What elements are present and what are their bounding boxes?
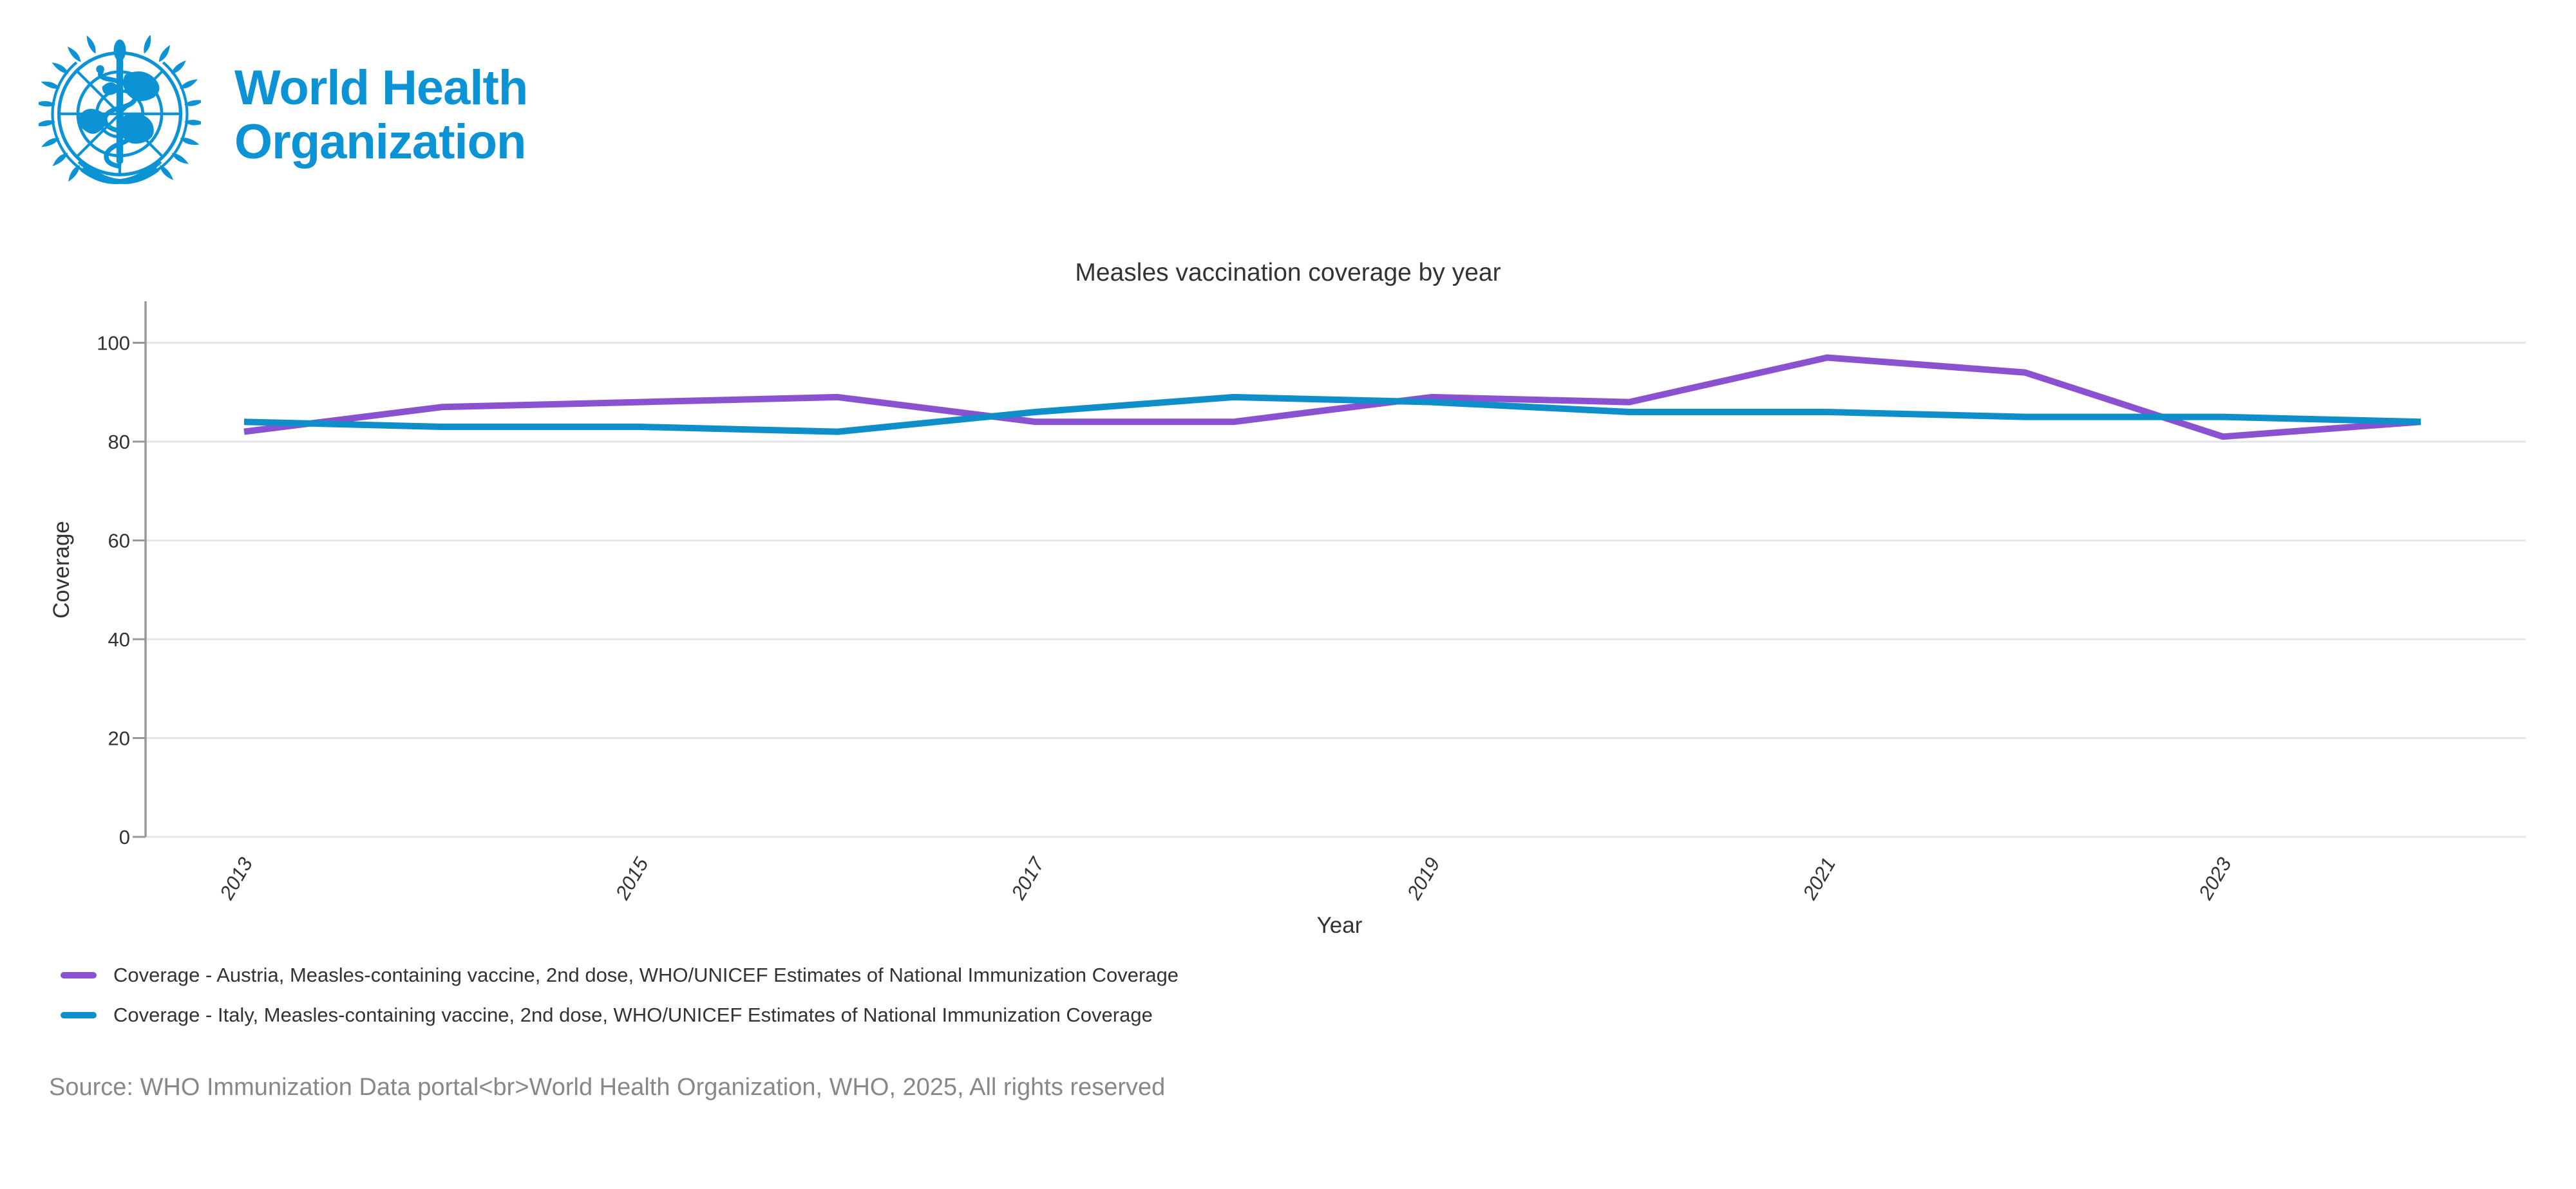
x-axis-title: Year <box>1316 913 1363 938</box>
chart-title: Measles vaccination coverage by year <box>1075 259 1501 286</box>
legend-swatch-austria <box>61 972 97 978</box>
wreath-leaf <box>86 35 96 54</box>
wreath-leaf <box>144 35 151 54</box>
legend-label-austria: Coverage - Austria, Measles-containing v… <box>113 964 1179 986</box>
x-tick-label: 2013 <box>215 854 257 904</box>
wreath-leaf <box>184 120 201 126</box>
y-tick-label: 80 <box>108 431 130 453</box>
wreath-leaf <box>68 165 80 182</box>
who-wordmark: World Health Organization <box>234 61 528 169</box>
wreath-leaf <box>52 153 68 167</box>
legend-swatch-italy <box>61 1012 97 1018</box>
x-tick-label: 2021 <box>1798 854 1840 904</box>
y-axis-title: Coverage <box>49 521 74 619</box>
legend-item-italy[interactable]: Coverage - Italy, Measles-containing vac… <box>61 995 1179 1035</box>
y-tick-label: 100 <box>97 332 130 355</box>
x-tick-label: 2019 <box>1402 854 1444 904</box>
wreath-leaf <box>158 44 170 62</box>
wreath-leaf <box>160 165 174 180</box>
x-tick-label: 2023 <box>2193 854 2235 904</box>
legend-item-austria[interactable]: Coverage - Austria, Measles-containing v… <box>61 955 1179 995</box>
series-line-italy[interactable] <box>243 393 2421 435</box>
wreath-leaf <box>171 60 186 74</box>
legend-label-italy: Coverage - Italy, Measles-containing vac… <box>113 1004 1153 1026</box>
who-emblem-icon <box>39 35 201 184</box>
wreath-leaf <box>41 81 61 89</box>
x-tick-label: 2017 <box>1007 852 1049 904</box>
wreath-leaf <box>184 100 201 106</box>
wreath-leaf <box>39 120 55 127</box>
y-tick-label: 20 <box>108 727 130 750</box>
y-tick-label: 60 <box>108 530 130 552</box>
who-wordmark-line1: World Health <box>234 61 528 115</box>
series-line-austria[interactable] <box>243 354 2421 440</box>
wreath-leaf <box>52 62 69 74</box>
wreath-leaf <box>171 153 189 164</box>
y-tick-label: 40 <box>108 628 130 651</box>
wreath-leaf <box>39 101 56 107</box>
x-tick-label: 2015 <box>611 853 653 904</box>
chart-legend: Coverage - Austria, Measles-containing v… <box>61 955 1179 1035</box>
chart-plot-area: 0 20 40 60 80 100 2013 2015 2017 2019 2021 2023 <box>97 301 2526 904</box>
who-logo: World Health Organization <box>39 35 528 198</box>
wreath-leaf <box>179 79 198 89</box>
who-wordmark-line2: Organization <box>234 115 526 169</box>
emblem-staff <box>96 39 138 169</box>
source-credit: Source: WHO Immunization Data portal<br>… <box>49 1074 1166 1101</box>
emblem-wreath <box>39 35 201 182</box>
y-tick-label: 0 <box>119 826 130 848</box>
wreath-leaf <box>41 138 60 147</box>
wreath-leaf <box>180 138 200 145</box>
wreath-leaf <box>67 46 81 62</box>
